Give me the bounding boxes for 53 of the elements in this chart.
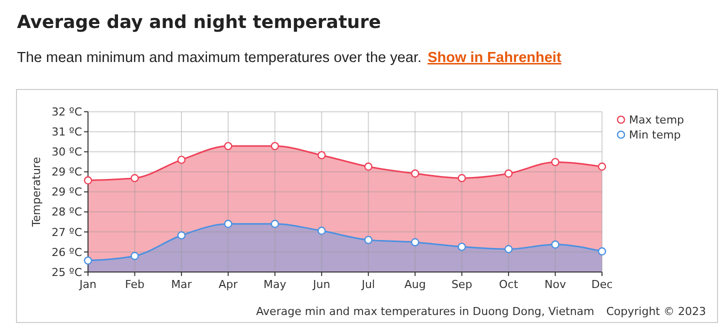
y-tick-label: 28 ºC (52, 206, 82, 219)
point (598, 162, 606, 171)
point (270, 142, 280, 150)
point (84, 256, 92, 265)
x-tick-label: Jul (360, 278, 376, 291)
x-tick-label: Mar (171, 278, 192, 291)
y-tick-label: 26 ºC (52, 246, 82, 259)
point (130, 174, 139, 182)
x-tick-label: Nov (544, 278, 566, 291)
x-tick-label: Apr (218, 278, 238, 291)
point (318, 226, 326, 235)
point (551, 158, 560, 166)
x-tick-label: Feb (124, 278, 144, 291)
y-axis-title: Temperature (30, 156, 43, 228)
x-tick-label: Aug (404, 278, 426, 291)
text: Average min and max temperatures in Duong Dong, Vietnam (256, 305, 594, 318)
y-tick-label: 31 ºC (52, 126, 82, 139)
y-tick-label: 29 ºC (52, 186, 82, 199)
point (504, 169, 513, 178)
legend-label: Min temp (629, 128, 681, 142)
x-tick-label: Sep (451, 278, 472, 291)
point (458, 242, 466, 251)
point (177, 156, 186, 164)
chart-title: Average day and night temperature (17, 12, 381, 33)
x-tick-label: Jan (78, 278, 96, 291)
point (458, 174, 466, 182)
x-tick-label: May (264, 278, 287, 291)
point (598, 247, 606, 256)
y-tick-label: 25 ºC (52, 266, 82, 279)
y-tick-label: 29 ºC (52, 166, 82, 179)
y-tick-label: 27 ºC (52, 226, 82, 239)
point (364, 162, 372, 171)
point (224, 220, 232, 228)
legend-label: Max temp (629, 114, 684, 127)
point (130, 252, 139, 260)
point (504, 245, 513, 254)
point (84, 176, 92, 184)
point (551, 240, 560, 249)
text: Show in Fahrenheit (428, 50, 562, 66)
point (177, 231, 186, 240)
point (318, 151, 326, 160)
point (224, 142, 232, 150)
point (270, 220, 280, 228)
point (410, 238, 420, 246)
x-tick-label: Dec (591, 278, 613, 291)
x-tick-label: Oct (499, 278, 519, 291)
point (410, 169, 420, 178)
y-tick-label: 32 ºC (52, 106, 82, 119)
y-tick-label: 30 ºC (52, 146, 82, 159)
text: Copyright © 2023 (606, 305, 706, 318)
point (364, 236, 372, 244)
chart-subtitle: The mean minimum and maximum temperatures over the year. (17, 50, 422, 66)
x-tick-label: Jun (312, 278, 330, 291)
